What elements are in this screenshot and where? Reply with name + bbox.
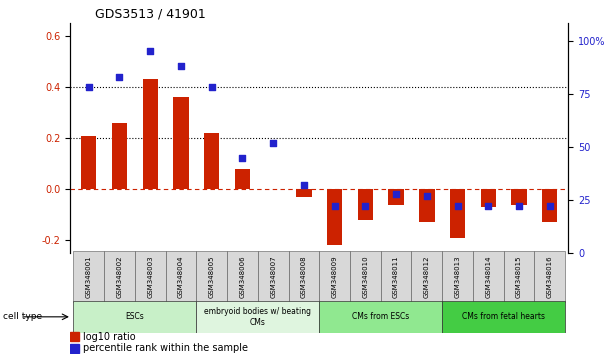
FancyBboxPatch shape bbox=[104, 251, 135, 303]
Text: GDS3513 / 41901: GDS3513 / 41901 bbox=[95, 7, 206, 21]
FancyBboxPatch shape bbox=[350, 251, 381, 303]
Bar bbox=[481, 189, 496, 207]
Bar bbox=[112, 123, 127, 189]
Text: GSM348008: GSM348008 bbox=[301, 256, 307, 298]
FancyBboxPatch shape bbox=[288, 251, 320, 303]
Text: GSM348004: GSM348004 bbox=[178, 256, 184, 298]
Point bbox=[114, 74, 124, 80]
Bar bbox=[357, 189, 373, 220]
Text: GSM348013: GSM348013 bbox=[455, 256, 461, 298]
Point bbox=[330, 204, 340, 209]
Bar bbox=[235, 169, 250, 189]
FancyBboxPatch shape bbox=[535, 251, 565, 303]
Text: CMs from ESCs: CMs from ESCs bbox=[352, 312, 409, 321]
Point bbox=[207, 85, 216, 90]
Text: GSM348001: GSM348001 bbox=[86, 256, 92, 298]
Point bbox=[483, 204, 493, 209]
FancyBboxPatch shape bbox=[411, 251, 442, 303]
FancyBboxPatch shape bbox=[73, 301, 196, 333]
Text: GSM348006: GSM348006 bbox=[240, 256, 246, 298]
Point bbox=[84, 85, 93, 90]
Point bbox=[545, 204, 555, 209]
Bar bbox=[174, 97, 189, 189]
Text: percentile rank within the sample: percentile rank within the sample bbox=[82, 343, 247, 353]
Bar bbox=[327, 189, 342, 245]
Point bbox=[145, 48, 155, 54]
Text: embryoid bodies w/ beating
CMs: embryoid bodies w/ beating CMs bbox=[204, 307, 311, 326]
FancyBboxPatch shape bbox=[258, 251, 288, 303]
Bar bbox=[389, 189, 404, 205]
FancyBboxPatch shape bbox=[135, 251, 166, 303]
Text: GSM348010: GSM348010 bbox=[362, 256, 368, 298]
Bar bbox=[542, 189, 557, 222]
FancyBboxPatch shape bbox=[473, 251, 503, 303]
Bar bbox=[204, 133, 219, 189]
Bar bbox=[81, 136, 97, 189]
Point bbox=[238, 155, 247, 160]
FancyBboxPatch shape bbox=[442, 301, 565, 333]
Text: GSM348009: GSM348009 bbox=[332, 256, 338, 298]
Bar bbox=[70, 344, 79, 353]
FancyBboxPatch shape bbox=[503, 251, 535, 303]
Point bbox=[360, 204, 370, 209]
FancyBboxPatch shape bbox=[227, 251, 258, 303]
Text: CMs from fetal hearts: CMs from fetal hearts bbox=[462, 312, 545, 321]
Bar bbox=[70, 332, 79, 341]
Bar bbox=[142, 79, 158, 189]
Point bbox=[391, 191, 401, 196]
FancyBboxPatch shape bbox=[381, 251, 411, 303]
Point bbox=[299, 182, 309, 188]
FancyBboxPatch shape bbox=[320, 301, 442, 333]
Text: GSM348015: GSM348015 bbox=[516, 256, 522, 298]
FancyBboxPatch shape bbox=[320, 251, 350, 303]
Point bbox=[176, 63, 186, 69]
Bar bbox=[450, 189, 465, 238]
Bar bbox=[296, 189, 312, 197]
Text: ESCs: ESCs bbox=[125, 312, 144, 321]
Bar bbox=[511, 189, 527, 205]
Text: cell type: cell type bbox=[3, 312, 42, 321]
Text: GSM348002: GSM348002 bbox=[117, 256, 122, 298]
FancyBboxPatch shape bbox=[196, 301, 320, 333]
FancyBboxPatch shape bbox=[73, 251, 104, 303]
Text: GSM348005: GSM348005 bbox=[209, 256, 214, 298]
Text: GSM348003: GSM348003 bbox=[147, 256, 153, 298]
FancyBboxPatch shape bbox=[442, 251, 473, 303]
Text: GSM348007: GSM348007 bbox=[270, 256, 276, 298]
Text: GSM348012: GSM348012 bbox=[424, 256, 430, 298]
Point bbox=[422, 193, 432, 199]
Text: log10 ratio: log10 ratio bbox=[82, 332, 136, 342]
Point bbox=[514, 204, 524, 209]
Bar bbox=[419, 189, 434, 222]
Text: GSM348014: GSM348014 bbox=[485, 256, 491, 298]
FancyBboxPatch shape bbox=[196, 251, 227, 303]
Text: GSM348016: GSM348016 bbox=[547, 256, 553, 298]
Point bbox=[268, 140, 278, 145]
FancyBboxPatch shape bbox=[166, 251, 196, 303]
Point bbox=[453, 204, 463, 209]
Text: GSM348011: GSM348011 bbox=[393, 256, 399, 298]
